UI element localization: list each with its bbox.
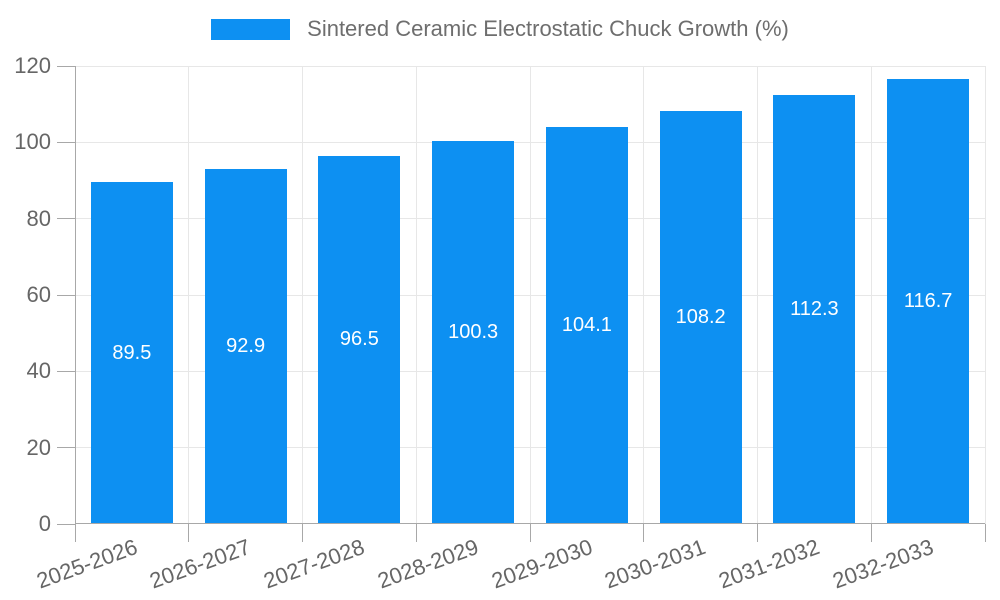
x-axis-line [75, 523, 985, 524]
v-gridline-6 [757, 66, 758, 524]
v-gridline-3 [415, 66, 417, 524]
bar-value-label: 116.7 [903, 289, 953, 312]
bar-value-label: 104.1 [561, 313, 612, 336]
legend-label: Sintered Ceramic Electrostatic Chuck Gro… [307, 16, 789, 41]
y-axis-label-0: 0 [38, 511, 51, 536]
chart-legend[interactable]: Sintered Ceramic Electrostatic Chuck Gro… [0, 16, 1000, 42]
v-gridline-4 [529, 66, 531, 524]
x-axis-label-2032-2033: 2032-2033 [829, 534, 937, 594]
bar-value-label: 92.9 [226, 335, 266, 358]
bar-2027-2028[interactable]: 96.5 [318, 155, 401, 524]
y-tick-100 [57, 141, 75, 143]
legend-swatch-icon [211, 18, 291, 40]
x-tick-6 [757, 524, 758, 542]
bar-2030-2031[interactable]: 108.2 [659, 111, 742, 524]
v-gridline-1 [188, 66, 190, 524]
x-tick-8 [984, 524, 986, 542]
x-axis-label-2026-2027: 2026-2027 [146, 534, 255, 594]
y-tick-80 [57, 218, 75, 220]
x-tick-2 [302, 524, 303, 542]
v-gridline-7 [870, 66, 872, 524]
x-axis-label-2029-2030: 2029-2030 [488, 534, 596, 594]
v-gridline-8 [984, 66, 986, 524]
x-axis-label-2025-2026: 2025-2026 [33, 534, 141, 594]
y-axis-label-20: 20 [26, 434, 51, 460]
y-axis-label-80: 80 [26, 205, 51, 231]
y-tick-40 [57, 370, 75, 372]
y-tick-120 [57, 65, 75, 67]
x-axis-label-2027-2028: 2027-2028 [260, 534, 368, 594]
bar-2026-2027[interactable]: 92.9 [204, 169, 287, 524]
x-tick-0 [74, 524, 76, 542]
y-tick-60 [57, 294, 75, 296]
bar-value-label: 112.3 [790, 298, 839, 321]
bar-2029-2030[interactable]: 104.1 [545, 126, 628, 524]
bar-value-label: 96.5 [339, 328, 379, 351]
v-gridline-2 [302, 66, 303, 524]
x-axis-label-2028-2029: 2028-2029 [374, 534, 482, 594]
x-axis-label-2031-2032: 2031-2032 [715, 534, 823, 594]
x-tick-7 [870, 524, 872, 542]
x-tick-5 [643, 524, 645, 542]
plot-area: 0 20 40 60 80 100 120 89.5 2025-2026 92.9 2026-202… [14, 55, 986, 593]
y-tick-0 [57, 523, 75, 525]
y-axis-line [75, 66, 76, 524]
bar-value-label: 89.5 [112, 341, 152, 364]
bar-2032-2033[interactable]: 116.7 [887, 78, 970, 524]
bar-value-label: 100.3 [448, 321, 499, 344]
y-axis-label-40: 40 [26, 358, 51, 384]
y-tick-20 [57, 447, 75, 449]
y-axis-label-100: 100 [14, 129, 51, 155]
y-axis-label-120: 120 [14, 53, 51, 78]
x-tick-4 [529, 524, 531, 542]
y-axis-label-60: 60 [26, 282, 51, 307]
x-tick-3 [415, 524, 417, 542]
x-axis-label-2030-2031: 2030-2031 [601, 534, 710, 594]
x-tick-1 [188, 524, 190, 542]
bar-2028-2029[interactable]: 100.3 [432, 141, 515, 524]
v-gridline-5 [643, 66, 645, 524]
bar-2031-2032[interactable]: 112.3 [773, 95, 856, 524]
bar-2025-2026[interactable]: 89.5 [90, 182, 173, 524]
bar-value-label: 108.2 [675, 306, 726, 329]
